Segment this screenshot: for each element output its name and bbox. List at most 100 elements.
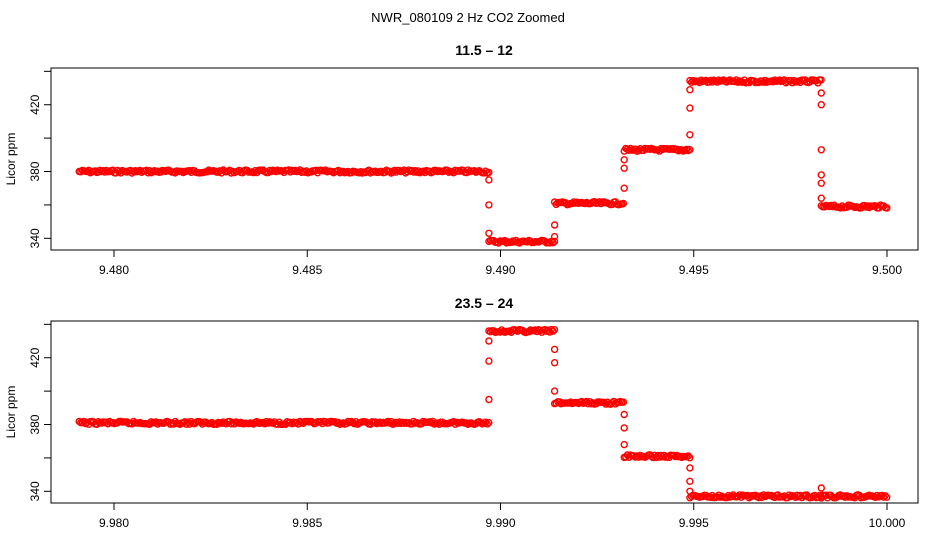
panel-top-data-point [185, 166, 194, 175]
panel-bottom-transition-point [686, 464, 694, 472]
panel-bottom: 23.5 – 24 Licor ppm 9.980 9.985 9.990 9.995… [4, 295, 919, 530]
panel-bottom-data-point [578, 397, 586, 406]
panel-bottom-transition-point [620, 410, 628, 419]
panel-top-transition-point [620, 156, 628, 164]
panel-bottom-transition-point [485, 357, 493, 365]
panel-top-data-point [547, 237, 555, 246]
panel-bottom-transition-point [550, 359, 559, 367]
panel-bottom-transition-point [550, 345, 559, 354]
panel-bottom-x-tick-label: 9.990 [485, 516, 515, 530]
panel-bottom-transition-point [686, 487, 694, 495]
panel-bottom-x-tick-label: 9.995 [679, 516, 709, 530]
panel-bottom-data-point [334, 418, 343, 427]
panel-bottom-ticks: 9.980 9.985 9.990 9.995 10.000 340 380 420 [28, 323, 906, 530]
panel-top-transition-point [485, 201, 493, 209]
panel-top-points [75, 76, 891, 247]
panel-top-data-point [707, 76, 715, 85]
panel-top-data-point [775, 76, 784, 84]
panel-top-transition-point [817, 194, 825, 202]
panel-top-data-point [634, 146, 643, 154]
panel-bottom-data-point [547, 325, 555, 334]
panel-bottom-data-point [686, 454, 694, 462]
figure-title: NWR_080109 2 Hz CO2 Zoomed [371, 10, 565, 25]
panel-bottom-data-point [873, 491, 881, 500]
panel-top-transition-point [817, 179, 825, 187]
panel-bottom-data-point [871, 493, 880, 501]
panel-bottom-data-point [795, 493, 803, 501]
panel-top-transition-point [550, 221, 559, 229]
panel-bottom-data-point [485, 418, 493, 427]
panel-top-transition-point [620, 184, 628, 192]
panel-top-data-point [414, 167, 423, 175]
panel-bottom-data-point [684, 452, 692, 460]
panel-bottom-transition-point [485, 337, 493, 345]
panel-top-transition-point [817, 100, 825, 109]
panel-top: 11.5 – 12 Licor ppm 9.480 9.485 9.490 9.495… [4, 42, 919, 277]
panel-top-data-point [820, 203, 829, 211]
panel-bottom-data-point [883, 493, 891, 501]
panel-bottom-transition-point [550, 387, 559, 395]
panel-bottom-data-point [843, 492, 851, 500]
panel-top-data-point [769, 77, 777, 86]
panel-top-data-point [485, 168, 493, 177]
panel-top-data-point [827, 201, 835, 210]
panel-top-data-point [673, 145, 681, 154]
panel-top-x-tick-label: 9.485 [292, 263, 322, 277]
panel-bottom-transition-point [817, 484, 825, 492]
panel-bottom-data-point [881, 492, 889, 500]
panel-top-x-tick-label: 9.490 [485, 263, 515, 277]
panel-top-y-tick-label: 380 [28, 161, 42, 181]
panel-top-data-point [817, 76, 825, 84]
panel-bottom-data-point [549, 327, 557, 335]
panel-bottom-points [75, 325, 891, 502]
panel-top-transition-point [686, 104, 694, 112]
panel-bottom-data-point [262, 417, 271, 426]
panel-top-transition-point [686, 131, 694, 139]
panel-top-transition-point [550, 232, 559, 241]
panel-bottom-y-tick-label: 340 [28, 481, 42, 501]
panel-top-data-point [626, 144, 635, 153]
panel-top-transition-point [686, 85, 694, 94]
panel-bottom-data-point [879, 493, 888, 501]
panel-top-transition-point [817, 89, 825, 97]
panel-top-data-point [686, 145, 694, 154]
panel-bottom-data-point [600, 398, 608, 407]
panel-top-transition-point [485, 229, 493, 238]
panel-top-y-tick-label: 340 [28, 228, 42, 248]
panel-bottom-x-tick-label: 10.000 [869, 516, 906, 530]
panel-bottom-data-point [785, 491, 793, 499]
panel-bottom-data-point [531, 326, 539, 334]
panel-bottom-transition-point [686, 477, 694, 485]
panel-bottom-ylabel: Licor ppm [4, 386, 18, 439]
panel-top-data-point [883, 204, 891, 212]
panel-bottom-plot-frame [50, 320, 919, 504]
panel-top-transition-point [485, 176, 493, 184]
panel-bottom-data-point [525, 328, 533, 336]
panel-top-data-point [546, 239, 554, 247]
panel-top-title: 11.5 – 12 [455, 42, 513, 58]
panel-top-x-tick-label: 9.500 [872, 263, 902, 277]
panel-top-x-tick-label: 9.495 [679, 263, 709, 277]
panel-bottom-transition-point [620, 424, 628, 432]
panel-bottom-data-point [550, 326, 559, 334]
panel-top-data-point [708, 78, 716, 86]
panel-bottom-data-point [483, 420, 491, 428]
panel-top-data-point [550, 237, 559, 246]
panel-bottom-data-point [481, 418, 490, 426]
panel-bottom-y-tick-label: 420 [28, 347, 42, 367]
panel-top-x-tick-label: 9.480 [99, 263, 129, 277]
panel-bottom-y-tick-label: 380 [28, 414, 42, 434]
panel-bottom-title: 23.5 – 24 [455, 295, 514, 311]
panel-top-transition-point [620, 164, 628, 172]
panel-top-data-point [227, 169, 235, 177]
panel-top-y-tick-label: 420 [28, 94, 42, 114]
panel-top-data-point [619, 199, 628, 208]
panel-top-plot-frame [50, 67, 919, 251]
panel-bottom-transition-point [485, 395, 493, 404]
panel-bottom-x-tick-label: 9.985 [292, 516, 322, 530]
panel-top-transition-point [817, 146, 825, 154]
panel-top-ylabel: Licor ppm [4, 133, 18, 186]
panel-top-data-point [480, 169, 488, 177]
panel-top-transition-point [817, 171, 825, 179]
